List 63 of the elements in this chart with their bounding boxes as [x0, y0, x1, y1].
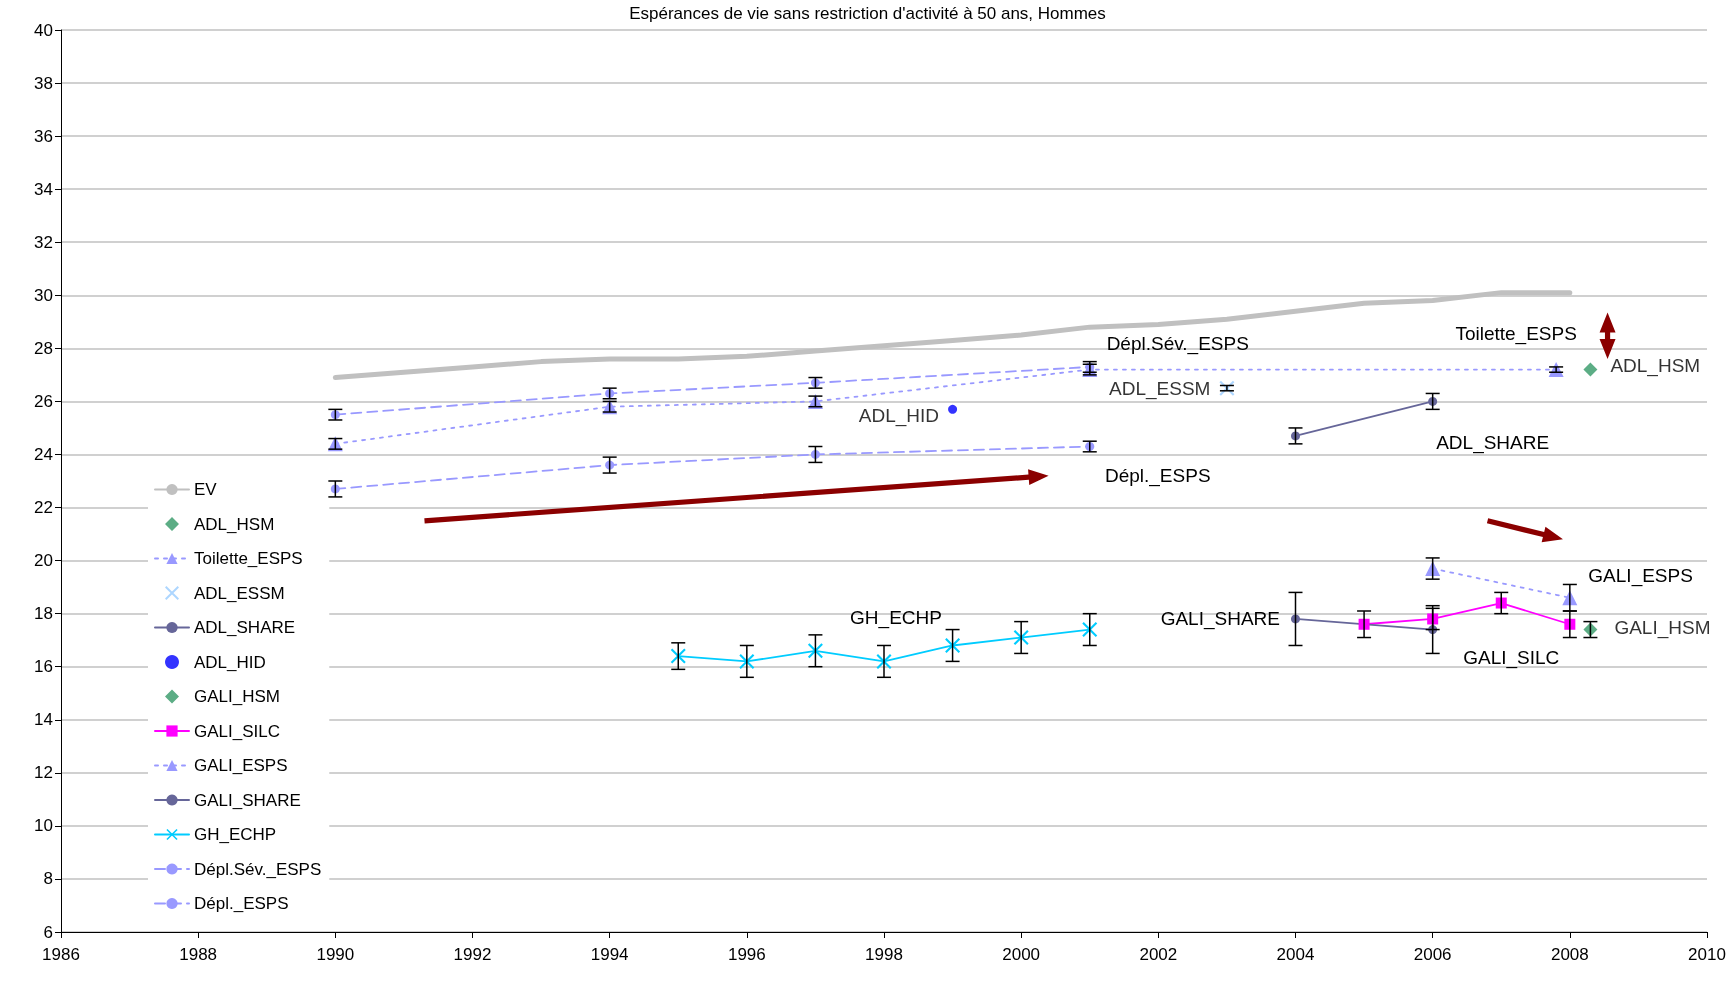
legend-label: Toilette_ESPS [194, 549, 303, 568]
point [1583, 362, 1598, 377]
y-tick-label: 18 [34, 604, 53, 624]
y-tick-label: 6 [43, 922, 53, 942]
x-tick-label: 1994 [590, 945, 629, 964]
x-tick-label: 2000 [1002, 945, 1041, 964]
text: GALI_HSM [1614, 617, 1711, 639]
text: ADL_ESSM [1109, 377, 1211, 399]
text: Dépl._ESPS [1104, 465, 1211, 487]
y-tick-label: 30 [34, 285, 53, 305]
text: ADL_SHARE [1436, 431, 1550, 453]
legend-label: Dépl._ESPS [194, 894, 289, 913]
legend-label: GALI_ESPS [194, 756, 288, 775]
legend-label: ADL_HSM [194, 514, 275, 534]
y-tick-label: 14 [34, 710, 53, 730]
x-tick-label: 1986 [42, 945, 80, 964]
point [1427, 613, 1439, 625]
y-tick-label: 28 [34, 338, 53, 358]
legend-label: Dépl.Sév._ESPS [194, 859, 322, 879]
text: GH_ECHP [850, 606, 942, 628]
x-tick-label: 1992 [453, 945, 492, 964]
y-tick-label: 24 [34, 444, 53, 464]
text: GALI_SHARE [1160, 608, 1280, 630]
y-tick-label: 12 [34, 763, 53, 783]
legend-label: GALI_HSM [194, 687, 280, 706]
y-tick-label: 38 [34, 73, 53, 93]
point [945, 637, 961, 653]
legend-label: GALI_SILC [194, 721, 280, 741]
x-tick-label: 2008 [1550, 945, 1589, 964]
y-tick-label: 8 [43, 869, 53, 889]
legend-label: EV [194, 480, 218, 499]
y-tick-label: 26 [34, 391, 53, 411]
chart-title: Espérances de vie sans restriction d'activité à 50 ans, Hommes [629, 4, 1106, 23]
x-tick-label: 2004 [1276, 945, 1315, 964]
y-tick-label: 10 [34, 816, 53, 836]
point [807, 643, 823, 659]
y-tick-label: 22 [34, 498, 53, 518]
x-tick-label: 2002 [1139, 945, 1178, 964]
point [1495, 597, 1507, 609]
text: ADL_HSM [1610, 355, 1701, 377]
y-tick-label: 34 [34, 179, 53, 199]
x-tick-label: 2010 [1688, 945, 1726, 964]
legend-label: GH_ECHP [194, 825, 277, 844]
y-tick-label: 20 [34, 551, 53, 571]
y-tick-label: 16 [34, 657, 53, 677]
y-tick-label: 40 [34, 20, 53, 40]
text: Toilette_ESPS [1455, 323, 1577, 345]
x-tick-label: 2006 [1413, 945, 1452, 964]
text: ADL_HID [858, 404, 940, 426]
legend-label: ADL_SHARE [194, 618, 296, 637]
point [948, 404, 958, 414]
x-tick-label: 1990 [316, 945, 355, 964]
legend-label: GALI_SHARE [194, 790, 301, 810]
x-tick-label: 1996 [727, 945, 766, 964]
legend-label: ADL_ESSM [194, 583, 285, 603]
text: GALI_SILC [1463, 646, 1560, 668]
legend-label: ADL_HID [194, 652, 266, 672]
text: Dépl.Sév._ESPS [1106, 333, 1249, 355]
x-tick-label: 1988 [179, 945, 218, 964]
text: GALI_ESPS [1588, 565, 1693, 587]
y-tick-label: 32 [34, 232, 53, 252]
x-tick-label: 1998 [865, 945, 903, 964]
y-tick-label: 36 [34, 126, 53, 146]
